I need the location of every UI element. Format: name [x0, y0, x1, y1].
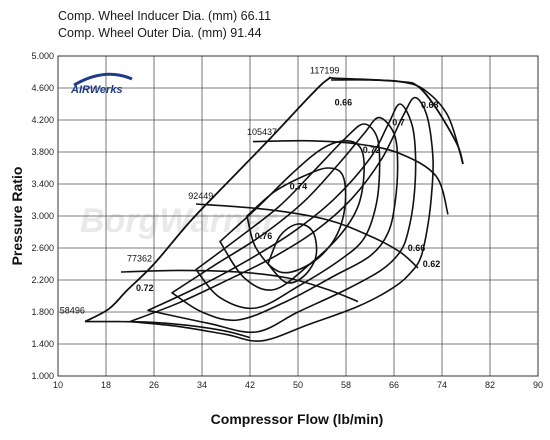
speed-line-92449 [195, 203, 419, 269]
efficiency-label: 0.72 [363, 145, 381, 155]
map-labels: 58496 77362 92449 105437 117199 0.72 0.76 0.74 0… [60, 66, 441, 316]
y-tick-label: 1.000 [31, 371, 54, 381]
speed-label: 117199 [310, 66, 339, 76]
x-tick-label: 66 [389, 380, 399, 390]
y-tick-label: 5.000 [31, 51, 54, 61]
y-tick-label: 4.600 [31, 83, 54, 93]
efficiency-island-0.7 [195, 123, 381, 310]
x-tick-label: 10 [53, 380, 63, 390]
speed-label: 105437 [247, 127, 277, 137]
y-tick-label: 1.800 [31, 307, 54, 317]
x-tick-label: 50 [293, 380, 303, 390]
efficiency-island-0.62 [129, 96, 434, 342]
speed-line-105437 [252, 139, 449, 215]
logo-swoosh [73, 72, 133, 87]
y-tick-label: 4.200 [31, 115, 54, 125]
speed-label: 77362 [127, 254, 152, 264]
y-tick-labels: 1.000 1.400 1.800 2.200 2.600 3.000 3.400 3.800… [31, 51, 54, 381]
speed-label: 58496 [60, 306, 85, 316]
logo-text: AIRWerks [70, 84, 123, 96]
efficiency-island-0.76 [267, 223, 318, 284]
efficiency-label: 0.74 [290, 182, 308, 192]
y-tick-label: 1.400 [31, 339, 54, 349]
efficiency-label: 0.66 [408, 243, 426, 253]
inducer-diameter-text: Comp. Wheel Inducer Dia. (mm) 66.11 [58, 9, 272, 23]
efficiency-islands [129, 96, 434, 342]
y-tick-label: 3.800 [31, 147, 54, 157]
efficiency-label: 0.62 [423, 259, 441, 269]
x-tick-label: 26 [149, 380, 159, 390]
x-tick-labels: 10 18 26 34 42 50 58 66 74 82 90 [53, 380, 543, 390]
surge-line-group [84, 76, 464, 323]
x-tick-label: 58 [341, 380, 351, 390]
x-tick-label: 90 [533, 380, 543, 390]
efficiency-label: 0.76 [255, 231, 273, 241]
speed-line-58496 [84, 320, 251, 339]
y-tick-label: 3.400 [31, 179, 54, 189]
efficiency-label: 0.68 [421, 100, 439, 110]
x-tick-label: 42 [245, 380, 255, 390]
chart-header: Comp. Wheel Inducer Dia. (mm) 66.11 Comp… [58, 8, 271, 42]
efficiency-island-0.66 [147, 103, 417, 334]
efficiency-island-0.74 [246, 167, 347, 274]
y-tick-label: 2.600 [31, 243, 54, 253]
y-axis-title: Pressure Ratio [9, 167, 25, 266]
y-tick-label: 3.000 [31, 211, 54, 221]
airwerks-logo: AIRWerks [70, 72, 133, 96]
efficiency-label: 0.7 [392, 118, 405, 128]
efficiency-island-0.72 [219, 140, 365, 291]
x-tick-label: 34 [197, 380, 207, 390]
surge-line [84, 76, 464, 323]
x-tick-label: 82 [485, 380, 495, 390]
speed-line-77362 [120, 269, 359, 303]
x-tick-label: 18 [101, 380, 111, 390]
x-axis-title: Compressor Flow (lb/min) [211, 411, 384, 427]
plot-frame [57, 55, 539, 377]
speed-label: 92449 [188, 191, 213, 201]
efficiency-label: 0.66 [335, 98, 353, 108]
y-tick-label: 2.200 [31, 275, 54, 285]
x-tick-label: 74 [437, 380, 447, 390]
outer-diameter-text: Comp. Wheel Outer Dia. (mm) 91.44 [58, 26, 262, 40]
efficiency-label: 0.72 [136, 283, 154, 293]
efficiency-island-0.68 [171, 116, 399, 322]
